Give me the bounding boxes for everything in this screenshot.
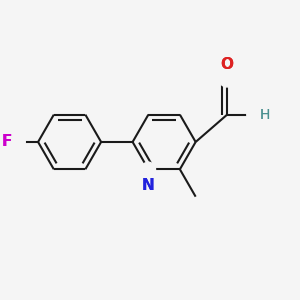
Circle shape	[141, 162, 155, 176]
Text: H: H	[260, 108, 270, 122]
Circle shape	[247, 108, 260, 121]
Text: N: N	[142, 178, 155, 193]
Text: F: F	[1, 134, 12, 149]
Text: O: O	[221, 57, 234, 72]
Text: H: H	[260, 108, 270, 122]
Circle shape	[219, 70, 236, 87]
Text: N: N	[142, 178, 155, 193]
Circle shape	[11, 135, 25, 149]
Text: F: F	[1, 134, 12, 149]
Text: O: O	[221, 57, 234, 72]
